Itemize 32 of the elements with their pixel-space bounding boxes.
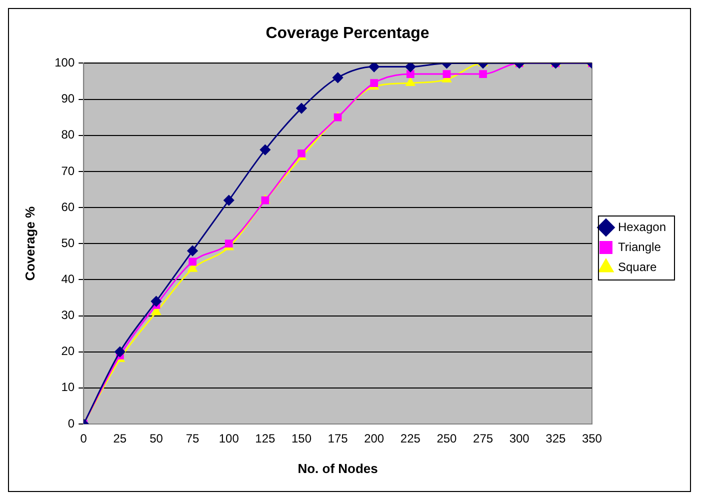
legend-label: Triangle — [618, 240, 662, 254]
y-axis-title: Coverage % — [22, 206, 38, 281]
y-tick-label: 20 — [61, 344, 75, 358]
x-tick-label: 100 — [218, 432, 240, 446]
chart-title: Coverage Percentage — [266, 25, 430, 42]
x-tick-label: 25 — [113, 432, 127, 446]
y-tick-label: 50 — [61, 236, 75, 250]
x-tick-label: 150 — [291, 432, 312, 446]
legend-label: Square — [618, 260, 657, 274]
x-tick-label: 175 — [328, 432, 348, 446]
x-tick-label: 300 — [509, 432, 530, 446]
y-tick-label: 40 — [61, 272, 75, 286]
y-tick-label: 10 — [61, 380, 75, 394]
x-axis-title: No. of Nodes — [298, 460, 378, 476]
x-tick-label: 125 — [255, 432, 276, 446]
x-tick-label: 225 — [400, 432, 421, 446]
y-tick-label: 100 — [54, 56, 75, 70]
legend-label: Hexagon — [618, 220, 666, 234]
y-tick-label: 60 — [61, 200, 75, 214]
x-tick-label: 0 — [80, 432, 88, 446]
y-tick-label: 70 — [61, 164, 75, 178]
x-tick-label: 50 — [150, 432, 164, 446]
x-tick-label: 350 — [582, 432, 602, 446]
y-tick-label: 0 — [68, 416, 75, 430]
y-tick-label: 30 — [61, 308, 75, 322]
x-tick-label: 200 — [364, 432, 384, 446]
y-tick-label: 90 — [61, 92, 75, 106]
x-tick-label: 250 — [436, 432, 458, 446]
x-tick-label: 75 — [186, 432, 200, 446]
x-tick-label: 275 — [473, 432, 494, 446]
x-tick-label: 325 — [546, 432, 566, 446]
y-tick-label: 80 — [61, 128, 75, 142]
